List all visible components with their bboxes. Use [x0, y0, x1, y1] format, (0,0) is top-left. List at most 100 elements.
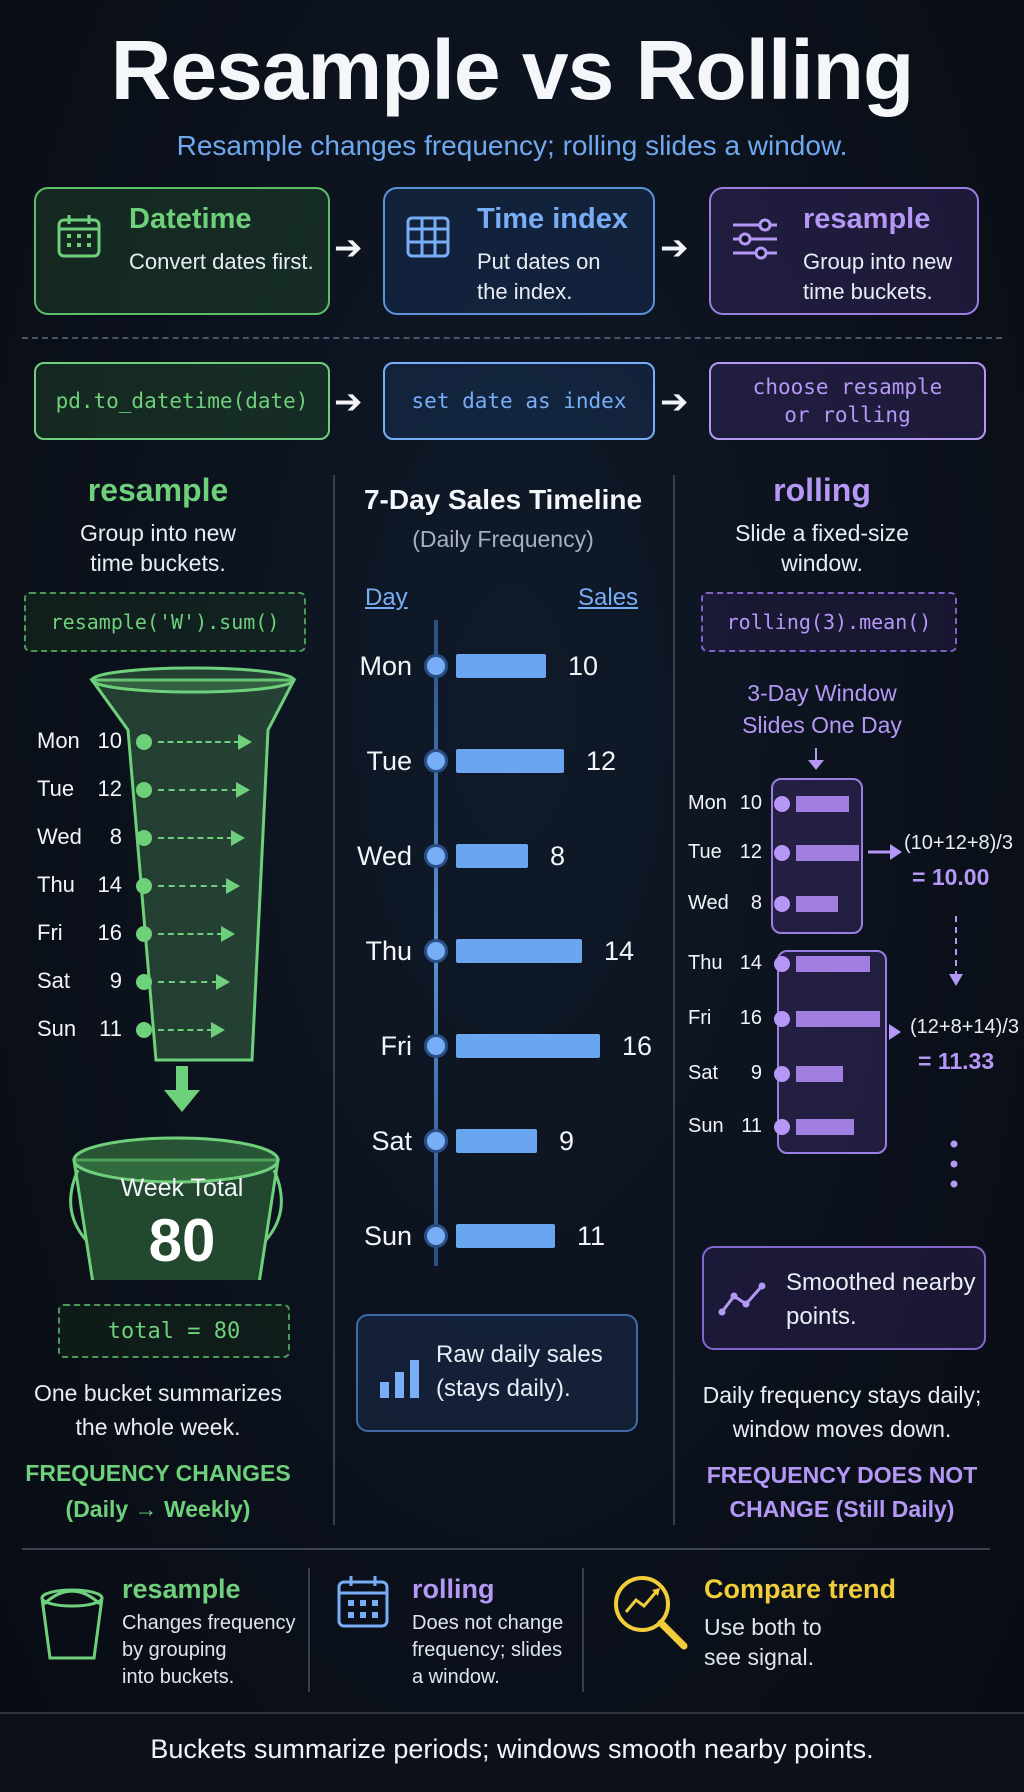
rolling-frequency-line-1: FREQUENCY DOES NOT [706, 1462, 978, 1488]
step-desc: Convert dates first. [129, 249, 314, 274]
data-point [774, 845, 790, 861]
step-datetime: Datetime Convert dates first. [34, 187, 330, 315]
total-code: total = 80 [58, 1304, 290, 1358]
calc-2-result: = 11.33 [918, 1048, 995, 1074]
code-text: total = 80 [107, 1318, 241, 1344]
bar-category-label: Thu [365, 936, 412, 966]
data-point [774, 956, 790, 972]
day-label: Sat [688, 1062, 719, 1084]
bar-category-label: Fri [380, 1031, 412, 1061]
sales-value: 11 [741, 1115, 762, 1137]
step-time-index: Time index Put dates on the index. [383, 187, 655, 315]
page-subtitle: Resample changes frequency; rolling slid… [176, 130, 848, 161]
bar [456, 749, 564, 773]
flow-arrowhead [236, 782, 250, 798]
page-title: Resample vs Rolling [110, 23, 915, 117]
sales-value: 8 [750, 892, 762, 914]
legend-resample-desc-2: by grouping [122, 1639, 227, 1661]
arrow-down-icon [808, 748, 824, 770]
bucket-label: Week Total [120, 1174, 244, 1202]
bar [456, 1129, 537, 1153]
bar-category-label: Wed [356, 841, 412, 871]
legend-rolling-desc-1: Does not change [412, 1612, 564, 1634]
smoothed-line-1: Smoothed nearby [786, 1269, 976, 1296]
bar-category-label: Mon [359, 651, 412, 681]
ellipsis-vertical-icon [950, 1140, 958, 1188]
flow-arrow-line [158, 837, 233, 839]
arrow-right-icon: ➔ [334, 229, 363, 267]
data-point [774, 796, 790, 812]
flow-arrow-line [158, 933, 223, 935]
step-title: Datetime [129, 203, 252, 235]
rolling-subtitle-line-2: window. [781, 550, 863, 576]
bar-category-label: Sat [371, 1126, 412, 1156]
bar [456, 1034, 600, 1058]
bar [456, 1224, 555, 1248]
legend-rolling-desc-2: frequency; slides [412, 1639, 563, 1661]
legend-compare-desc-1: Use both to [704, 1614, 822, 1640]
code-text: set date as index [411, 389, 627, 413]
data-point [136, 926, 152, 942]
bar-value-label: 16 [622, 1031, 653, 1061]
resample-funnel-diagram [69, 666, 297, 1280]
rolling-note-line-1: Daily frequency stays daily; [702, 1382, 982, 1408]
legend-divider [22, 1548, 990, 1550]
trend-line-icon [718, 1282, 766, 1316]
bar [796, 896, 838, 912]
data-point [136, 974, 152, 990]
magnifier-trend-icon [614, 1576, 688, 1650]
timeline-point [424, 1224, 448, 1248]
bar-value-label: 8 [550, 841, 566, 871]
step-resample: resample Group into new time buckets. [709, 187, 979, 315]
day-label: Sun [688, 1115, 724, 1137]
timeline-point [424, 1034, 448, 1058]
resample-title: resample [87, 472, 229, 508]
flow-arrow-line [158, 1029, 213, 1031]
sales-value: 16 [739, 1007, 762, 1029]
step-desc-line-2: time buckets. [803, 279, 933, 304]
arrow-right-icon: ➔ [660, 229, 689, 267]
arrow-right-icon [889, 1024, 901, 1040]
column-divider [673, 475, 675, 1525]
calendar-icon [57, 215, 101, 258]
legend-rolling-desc-3: a window. [412, 1666, 500, 1688]
code-text-line-2: or rolling [784, 403, 911, 427]
flow-arrowhead [216, 974, 230, 990]
step-title: Time index [477, 203, 628, 235]
calendar-icon [337, 1576, 389, 1628]
rolling-code: rolling(3).mean() [701, 592, 957, 652]
bar-category-label: Sun [363, 1221, 412, 1251]
arrow-right-icon: ➔ [660, 383, 689, 421]
bar [796, 845, 859, 861]
sales-value: 11 [99, 1016, 122, 1041]
flow-arrow-line [158, 981, 218, 983]
day-label: Sun [37, 1016, 77, 1041]
step-desc-line-2: the index. [477, 279, 573, 304]
table-icon [406, 216, 450, 258]
resample-subtitle-line-2: time buckets. [90, 550, 226, 576]
day-label: Mon [688, 792, 727, 814]
bar-chart-icon [380, 1360, 419, 1398]
legend-divider [308, 1568, 310, 1692]
calc-1-result: = 10.00 [912, 864, 990, 890]
legend-compare-title: Compare trend [704, 1574, 897, 1604]
flow-arrowhead [238, 734, 252, 750]
code-text: pd.to_datetime(date) [55, 389, 309, 413]
bar-category-label: Tue [366, 746, 412, 776]
code-text-line-1: choose resample [752, 375, 943, 399]
sales-value: 9 [750, 1062, 762, 1084]
flow-arrowhead [231, 830, 245, 846]
code-text: resample('W').sum() [50, 610, 280, 634]
legend-resample-desc-3: into buckets. [122, 1666, 235, 1688]
footer-text: Buckets summarize periods; windows smoot… [150, 1734, 874, 1764]
rolling-title: rolling [773, 472, 871, 508]
sales-value: 14 [97, 872, 122, 897]
legend-divider [582, 1568, 584, 1692]
calc-1-formula: (10+12+8)/3 [904, 832, 1013, 854]
bar [796, 796, 849, 812]
day-label: Sat [37, 968, 71, 993]
rolling-note-line-2: window moves down. [732, 1416, 952, 1442]
sales-value: 16 [97, 920, 122, 945]
timeline-point [424, 654, 448, 678]
timeline-day-header: Day [365, 584, 408, 611]
